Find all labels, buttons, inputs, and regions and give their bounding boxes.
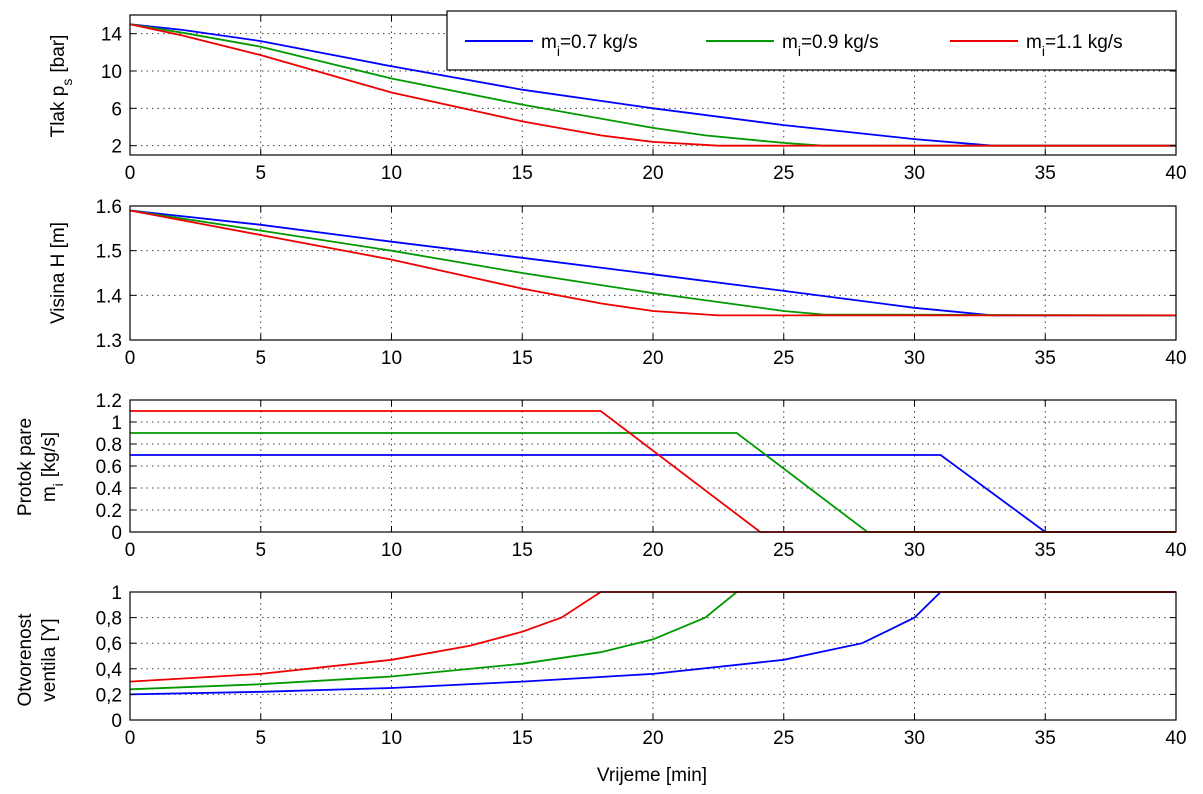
pressure-xtick-label-1: 5 [255, 163, 266, 184]
steam-flow-xtick-label-1: 5 [255, 540, 266, 561]
ylabel-steam-flow-line2: mi[kg/s] [39, 432, 66, 502]
height-xtick-label-5: 25 [773, 348, 794, 369]
height-ytick-label-0: 1.3 [96, 331, 122, 352]
pressure-xtick-label-5: 25 [773, 163, 794, 184]
valve-xtick-label-5: 25 [773, 728, 794, 749]
height-xtick-label-2: 10 [381, 348, 402, 369]
steam-flow-ytick-label-2: 0.4 [96, 479, 123, 500]
steam-flow-ytick-label-6: 1.2 [96, 391, 122, 412]
plot-steam-flow: Protok pare mi[kg/s] 0 5 10 15 20 25 30 35 4000.… [15, 391, 1187, 561]
steam-flow-ytick-label-0: 0 [111, 523, 122, 544]
height-ytick-label-2: 1.5 [96, 242, 122, 263]
ylabel-height: Visina H [m] [48, 222, 69, 324]
height-series-2 [129, 209, 1176, 317]
valve-ytick-label-2: 0,4 [96, 660, 123, 681]
valve-xtick-label-8: 40 [1165, 728, 1186, 749]
xlabel-time: Vrijeme [min] [597, 765, 707, 786]
valve-xtick-label-4: 20 [642, 728, 663, 749]
height-xtick-label-4: 20 [642, 348, 663, 369]
valve-ytick-label-3: 0,6 [96, 634, 122, 655]
pressure-ytick-label-2: 10 [101, 62, 122, 83]
legend-label-1: mi=0.9 kg/s [782, 32, 879, 59]
valve-xtick-label-6: 30 [904, 728, 925, 749]
pressure-ytick-label-1: 6 [111, 99, 122, 120]
pressure-xtick-label-2: 10 [381, 163, 402, 184]
valve-xtick-label-2: 10 [381, 728, 402, 749]
pressure-xtick-label-6: 30 [904, 163, 925, 184]
plot-height: Visina H [m] 0 5 10 15 20 25 30 35 40 1.3 1.4 1.5 1.… [48, 197, 1187, 369]
steam-flow-xtick-label-7: 35 [1035, 540, 1056, 561]
valve-series-2 [129, 591, 1176, 683]
pressure-xtick-label-0: 0 [125, 163, 136, 184]
ylabel-steam-flow-line1: Protok pare [15, 418, 36, 516]
pressure-ytick-label-3: 14 [101, 25, 123, 46]
legend: mi=0.7 kg/s mi=0.9 kg/s mi=1.1 kg/s [446, 10, 1177, 71]
valve-ytick-label-5: 1 [111, 583, 122, 604]
valve-ytick-label-0: 0 [111, 711, 122, 732]
valve-ytick-label-1: 0,2 [96, 685, 122, 706]
plot-valve-opening: Otvorenost ventila [Y] Vrijeme [min] 0 5 1… [15, 583, 1187, 786]
height-xtick-label-1: 5 [255, 348, 266, 369]
steam-flow-xtick-label-8: 40 [1165, 540, 1186, 561]
steam-flow-ytick-label-5: 1 [111, 413, 122, 434]
height-series-0 [129, 209, 1176, 317]
valve-xtick-label-7: 35 [1035, 728, 1056, 749]
pressure-series-2 [129, 23, 1176, 147]
valve-xtick-label-3: 15 [512, 728, 533, 749]
steam-flow-xtick-label-2: 10 [381, 540, 402, 561]
ylabel-pressure: Tlak ps[bar] [48, 35, 75, 138]
steam-flow-xtick-label-6: 30 [904, 540, 925, 561]
valve-series-1 [129, 591, 1176, 691]
ylabel-valve-line2: ventila [Y] [39, 618, 60, 701]
steam-flow-xtick-label-0: 0 [125, 540, 136, 561]
legend-label-2: mi=1.1 kg/s [1026, 32, 1123, 59]
height-xtick-label-6: 30 [904, 348, 925, 369]
pressure-xtick-label-8: 40 [1165, 163, 1186, 184]
pressure-xtick-label-4: 20 [642, 163, 663, 184]
ylabel-valve-line1: Otvorenost [15, 613, 36, 707]
steam-flow-ytick-label-3: 0.6 [96, 457, 122, 478]
steam-flow-xtick-label-4: 20 [642, 540, 663, 561]
height-xtick-label-8: 40 [1165, 348, 1186, 369]
pressure-xtick-label-7: 35 [1035, 163, 1056, 184]
height-xtick-label-0: 0 [125, 348, 136, 369]
steam-flow-ytick-label-4: 0.8 [96, 435, 122, 456]
valve-xtick-label-1: 5 [255, 728, 266, 749]
pressure-series-0 [129, 23, 1176, 147]
height-ytick-label-3: 1.6 [96, 197, 122, 218]
valve-ytick-label-4: 0,8 [96, 609, 122, 630]
steam-flow-xtick-label-5: 25 [773, 540, 794, 561]
valve-series-0 [129, 591, 1176, 696]
valve-axes-frame [129, 591, 1177, 721]
legend-box [446, 10, 1177, 71]
pressure-xtick-label-3: 15 [512, 163, 533, 184]
steam-flow-xtick-label-3: 15 [512, 540, 533, 561]
pressure-ytick-label-0: 2 [111, 137, 122, 158]
height-ytick-label-1: 1.4 [96, 286, 123, 307]
steam-flow-ytick-label-1: 0.2 [96, 501, 122, 522]
height-xtick-label-3: 15 [512, 348, 533, 369]
pressure-series-1 [129, 23, 1176, 147]
height-series-1 [129, 209, 1177, 317]
height-xtick-label-7: 35 [1035, 348, 1056, 369]
valve-xtick-label-0: 0 [125, 728, 136, 749]
legend-label-0: mi=0.7 kg/s [541, 32, 638, 59]
